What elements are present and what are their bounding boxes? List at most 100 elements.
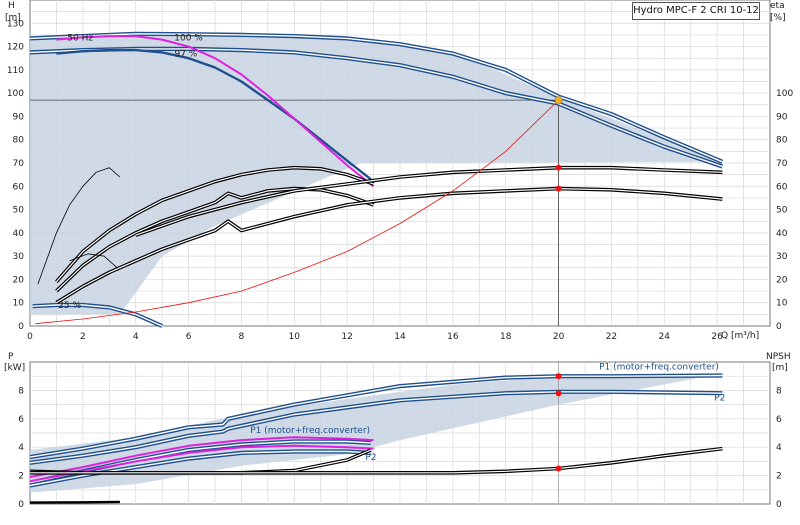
power-markers [555, 373, 562, 472]
head-series-8-inner [135, 167, 723, 236]
series-label: P1 (motor+freq.converter) [599, 362, 719, 372]
head-series-7-inner [56, 188, 723, 304]
eta-marker-1 [555, 185, 562, 192]
y-tick-left: 30 [13, 252, 25, 262]
power-envelope [30, 373, 723, 493]
y-tick-right: 4 [776, 443, 782, 453]
x-tick-label: 20 [553, 332, 565, 342]
x-tick-label: 4 [133, 332, 139, 342]
chart-title: Hydro MPC-F 2 CRI 10-12 [632, 2, 760, 20]
power-marker-0 [555, 373, 562, 380]
series-label: P1 (motor+freq.converter) [250, 426, 370, 436]
power-chart: 0 2 4 6 8 0 2 4 6 8 P1 (motor+freq.converter) P2 P1… [4, 352, 791, 510]
power-tick-labels: 0 2 4 6 8 0 2 4 6 8 [18, 386, 782, 510]
x-tick-label: 24 [659, 332, 671, 342]
y-tick-left: 2 [18, 472, 24, 482]
y-label-right-bottom: NPSH [766, 352, 791, 362]
y-tick-right: 0 [776, 500, 782, 510]
x-tick-label: 8 [239, 332, 245, 342]
y-tick-right: 100 [776, 89, 793, 99]
y-unit-left-top: [m] [5, 13, 21, 23]
y-tick-right: 30 [776, 252, 788, 262]
y-tick-right: 80 [776, 136, 788, 146]
head-markers [554, 96, 563, 192]
head-series-0-inner [29, 33, 723, 163]
y-tick-left: 0 [18, 500, 24, 510]
y-tick-left: 70 [13, 159, 25, 169]
y-unit-left-bottom: [kW] [4, 363, 25, 373]
head-series-1-inner [29, 48, 723, 168]
power-range [30, 373, 723, 493]
y-tick-left: 90 [13, 112, 25, 122]
y-tick-left: 6 [18, 415, 24, 425]
x-tick-label: 16 [447, 332, 459, 342]
y-tick-left: 40 [13, 229, 25, 239]
x-tick-label: 6 [186, 332, 192, 342]
y-tick-right: 60 [776, 182, 788, 192]
y-tick-left: 10 [13, 299, 25, 309]
head-series-4-inner [32, 304, 163, 327]
x-tick-label: 26 [711, 332, 723, 342]
y-tick-left: 20 [13, 275, 25, 285]
y-tick-right: 50 [776, 206, 788, 216]
head-curves [29, 31, 724, 328]
x-tick-label: 14 [394, 332, 406, 342]
y-tick-right: 10 [776, 299, 788, 309]
y-tick-left: 0 [18, 322, 24, 332]
head-series-11 [35, 99, 559, 325]
head-tick-labels: 0 2 4 6 8 10 12 14 16 18 20 22 24 2601020304050607080… [7, 19, 794, 342]
y-label-left-top: H [8, 1, 15, 11]
x-tick-label: 0 [27, 332, 33, 342]
y-tick-right: 6 [776, 415, 782, 425]
series-label: P2 [714, 394, 725, 404]
curve-annotation: 100 % [174, 33, 203, 43]
x-tick-label: 18 [500, 332, 512, 342]
power-marker-2 [555, 465, 562, 472]
y-tick-right: 0 [776, 322, 782, 332]
head-series-5-inner [55, 167, 374, 283]
y-tick-right: 8 [776, 386, 782, 396]
y-tick-left: 120 [7, 43, 24, 53]
head-annotations: 50 Hz 100 % 97 % 25 % [58, 33, 203, 311]
y-tick-left: 80 [13, 136, 25, 146]
x-axis-label: Q [m³/h] [721, 331, 759, 341]
y-tick-right: 70 [776, 159, 788, 169]
power-series-7-inner [30, 448, 723, 474]
y-tick-left: 60 [13, 182, 25, 192]
curve-annotation: 50 Hz [67, 33, 93, 43]
power-marker-1 [555, 390, 562, 397]
head-series-10 [69, 253, 118, 269]
power-series-5 [29, 444, 374, 483]
power-series-0-inner [29, 374, 723, 458]
curve-annotation: 97 % [174, 50, 197, 60]
y-tick-right: 90 [776, 112, 788, 122]
x-tick-label: 10 [289, 332, 301, 342]
power-series-1-inner [29, 391, 723, 464]
head-series-9 [37, 167, 121, 285]
y-tick-left: 130 [7, 19, 24, 29]
y-tick-left: 4 [18, 443, 24, 453]
curve-annotation: 25 % [58, 301, 81, 311]
head-chart: 0 2 4 6 8 10 12 14 16 18 20 22 24 2601020304050607080… [5, 0, 793, 342]
duty-point [554, 96, 563, 105]
x-tick-label: 12 [341, 332, 352, 342]
head-envelope [30, 33, 723, 315]
x-tick-label: 22 [606, 332, 617, 342]
y-label-left-bottom: P [8, 352, 14, 362]
x-tick-label: 2 [80, 332, 86, 342]
series-label: P2 [365, 453, 376, 463]
power-series-4 [29, 436, 374, 478]
y-tick-right: 2 [776, 472, 782, 482]
head-series-2 [56, 48, 372, 181]
y-unit-right-bottom: [m] [772, 363, 788, 373]
power-series-8 [29, 500, 120, 504]
power-curves [29, 362, 723, 504]
y-tick-left: 110 [7, 66, 24, 76]
eta-marker-0 [555, 164, 562, 171]
operating-range [30, 33, 723, 315]
head-series-3 [56, 35, 375, 188]
y-tick-right: 20 [776, 275, 788, 285]
y-label-right-top: eta [770, 1, 785, 11]
y-tick-left: 8 [18, 386, 24, 396]
